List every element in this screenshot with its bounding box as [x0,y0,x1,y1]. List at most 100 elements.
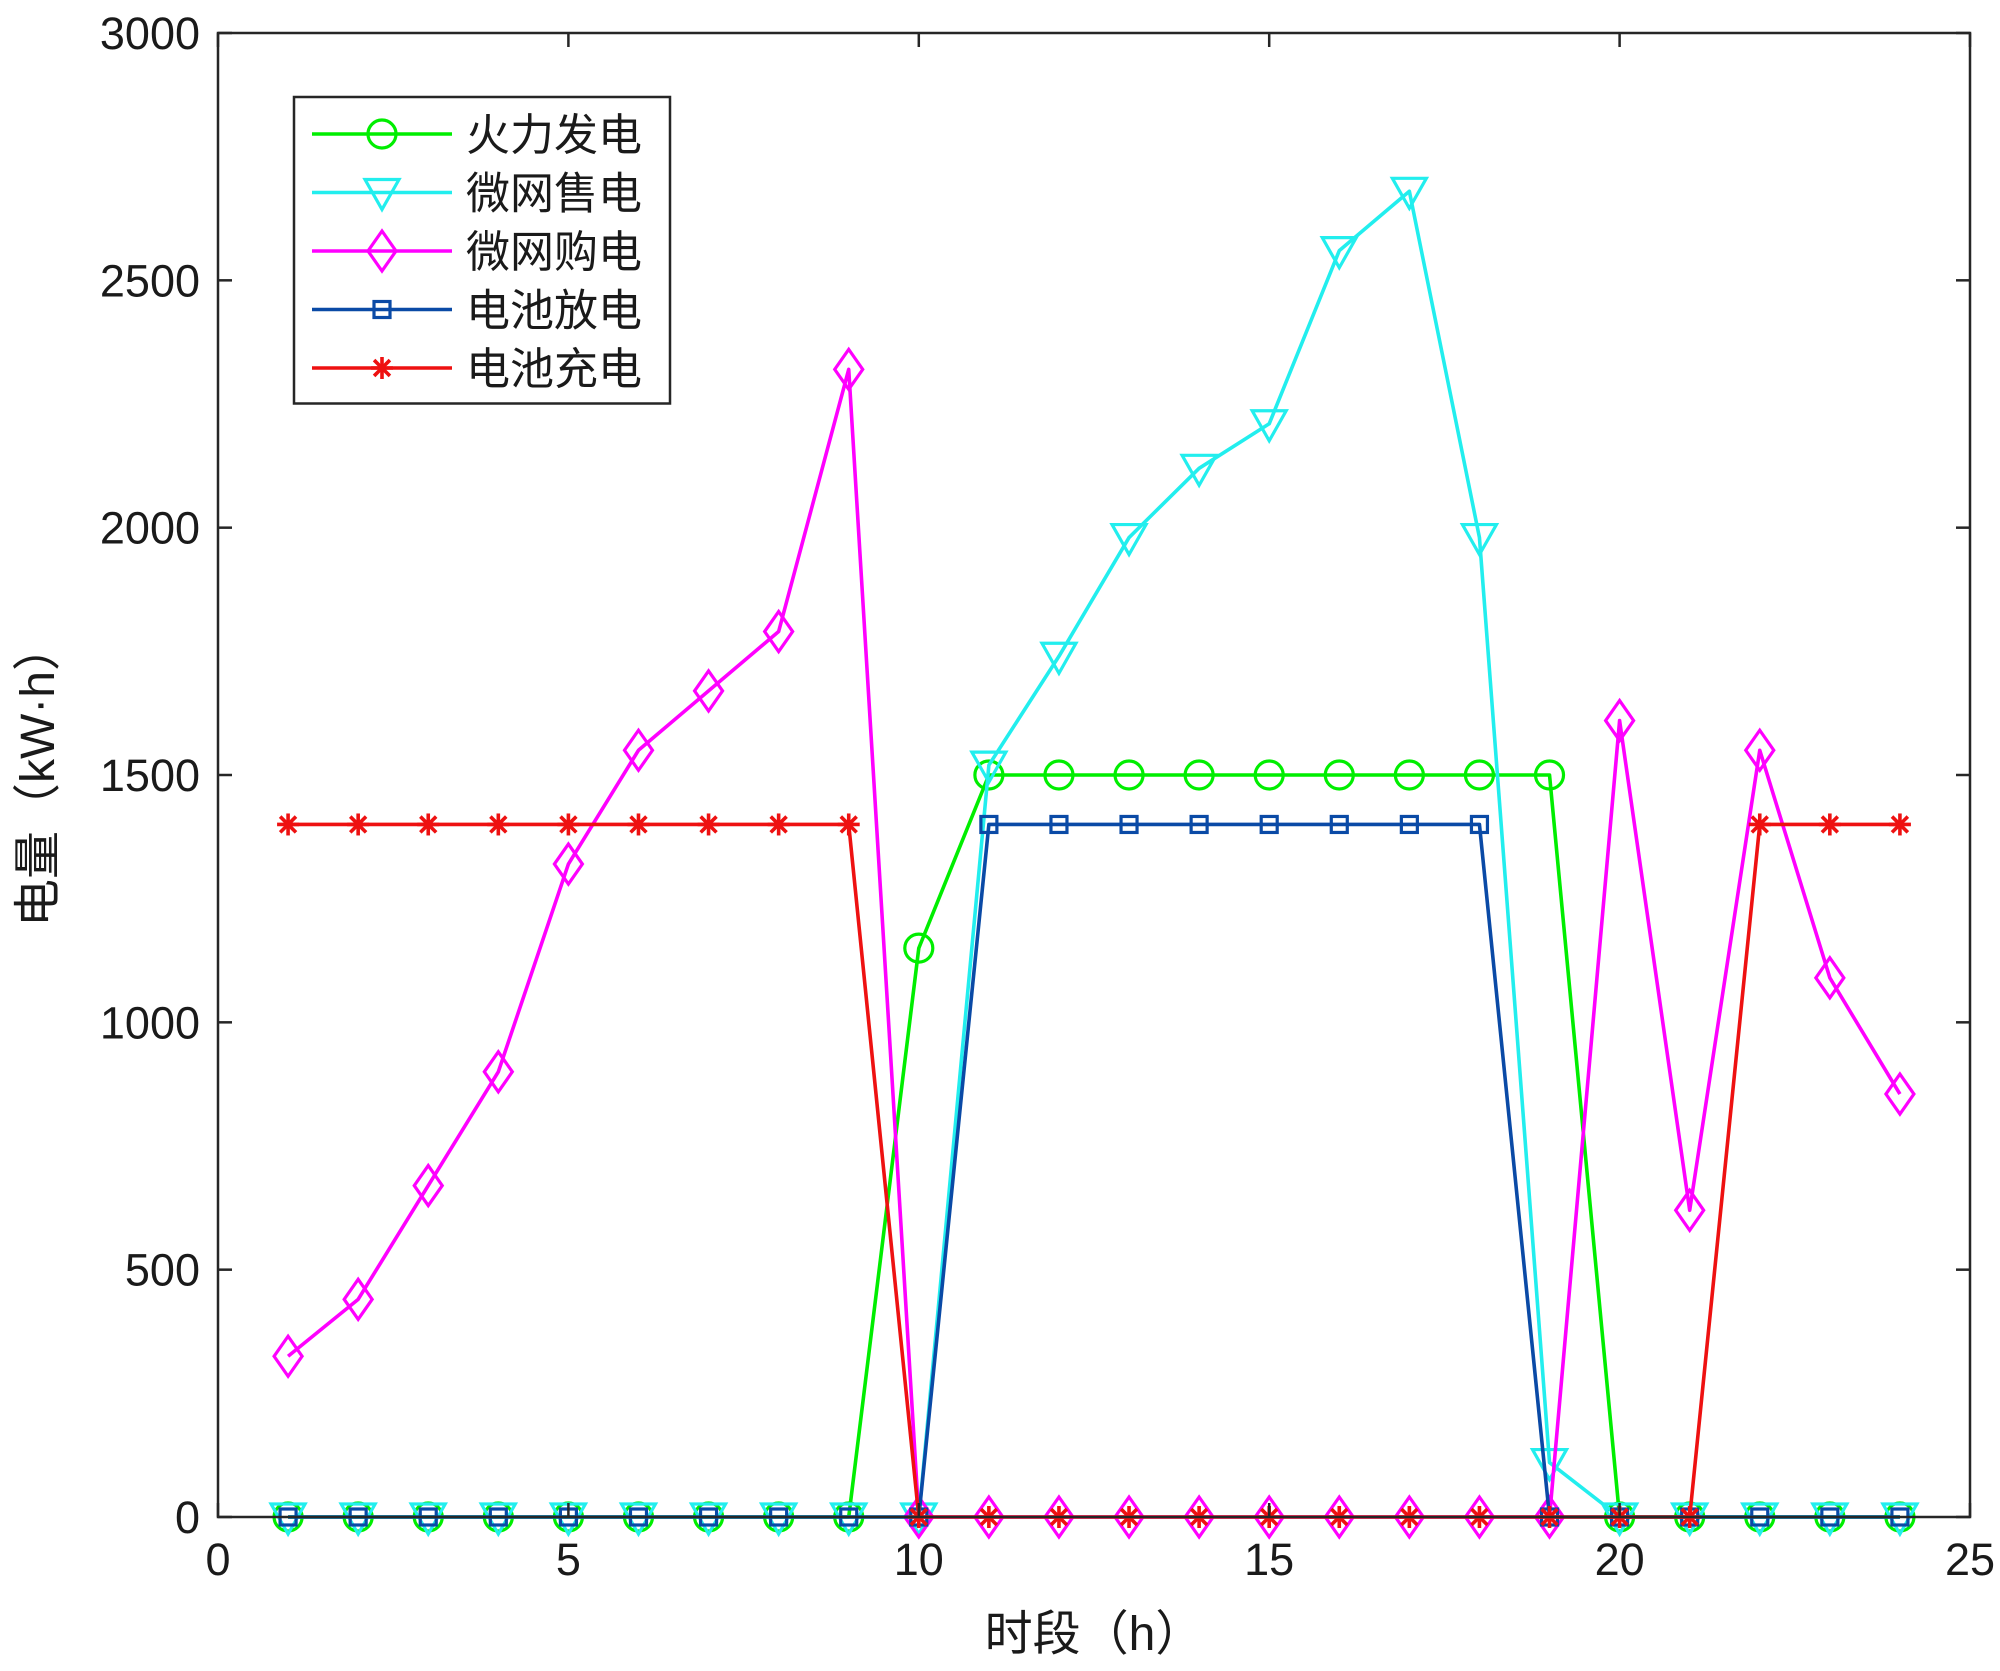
data-point [1323,1494,1356,1540]
data-point [622,727,655,774]
legend-label: 微网售电 [466,170,642,219]
data-point [1113,1494,1145,1540]
data-point [1818,813,1841,836]
data-point [767,813,790,836]
data-point [552,841,585,887]
data-point [1183,1494,1216,1540]
data-point [347,813,370,836]
data-point [277,813,300,836]
y-tick-label: 0 [175,1492,200,1543]
series-3 [272,346,1916,1540]
legend-label: 电池充电 [466,345,642,394]
x-tick-label: 10 [894,1534,944,1585]
data-point [342,1276,375,1323]
data-point [1179,453,1219,489]
legend-label: 微网购电 [466,228,642,277]
data-point [1189,814,1209,835]
data-point [1183,759,1215,791]
data-point [1039,641,1079,677]
data-point [627,813,650,836]
data-point [1113,759,1145,791]
y-tick-label: 500 [125,1245,200,1296]
data-point [979,814,999,835]
data-point [973,759,1005,791]
legend-item: 微网售电 [312,170,642,219]
data-point [1389,176,1430,212]
series-line [288,822,1900,1519]
legend-marker [366,228,398,274]
y-tick-label: 2000 [100,503,200,554]
data-point [969,750,1009,786]
axis-ticks: 0 5 10 15 20 25 0 500 1000 1500 2000 2500 3000 [100,8,1995,1585]
series-line [288,773,1900,1519]
data-point [1888,813,1911,836]
data-point [1813,955,1846,1001]
data-point [1533,759,1566,791]
data-point [1529,1447,1570,1483]
x-tick-label: 15 [1244,1534,1294,1585]
y-tick-label: 3000 [100,8,200,59]
series-5 [277,813,1911,1528]
x-tick-label: 0 [205,1534,230,1585]
data-point [1249,409,1289,445]
series-line [286,367,1902,1519]
data-point [1459,522,1500,558]
series-line [288,822,1900,1519]
x-tick-label: 25 [1945,1534,1995,1585]
data-point [1393,759,1425,791]
data-point [903,932,935,964]
series-4 [278,814,1910,1527]
data-point [482,1049,515,1095]
data-point [1673,1187,1706,1234]
legend-item: 微网购电 [312,228,642,277]
legend-marker [366,118,398,150]
data-point [697,813,720,836]
x-tick-label: 20 [1595,1534,1645,1585]
data-point [1323,759,1355,791]
data-point [272,1333,305,1380]
legend-label: 电池放电 [466,287,642,336]
data-point [1463,1494,1496,1540]
data-point [487,813,510,836]
legend-item: 电池充电 [312,345,642,394]
data-point [1603,697,1636,744]
data-point [1119,814,1139,835]
data-point [972,1494,1005,1540]
legend-item: 电池放电 [312,287,642,336]
data-point [1329,814,1349,835]
y-tick-label: 1500 [100,750,200,801]
data-point [837,813,860,836]
data-point [1399,814,1419,835]
data-point [1469,814,1490,835]
data-point [557,813,580,836]
legend-label: 火力发电 [466,111,642,160]
x-axis-title: 时段（h） [985,1608,1204,1661]
data-point [417,813,440,836]
data-point [1393,1494,1426,1540]
data-point [1049,814,1069,835]
data-point [1253,759,1285,791]
x-tick-label: 5 [556,1534,581,1585]
data-point [1319,236,1360,271]
y-tick-label: 2500 [100,255,200,306]
legend-marker [372,299,392,320]
data-point [1043,1494,1075,1540]
data-point [1043,759,1075,791]
y-tick-label: 1000 [100,997,200,1048]
legend-marker [362,177,402,213]
data-point [1883,1071,1916,1117]
data-point [832,346,865,393]
data-point [1109,522,1149,558]
data-point [1253,1494,1286,1540]
y-axis-title: 电量（kW·h） [12,623,65,927]
series-1 [272,759,1916,1533]
data-point [1463,759,1496,791]
data-point [1748,813,1771,836]
data-point [412,1162,445,1209]
data-point [1743,727,1776,774]
legend-marker [371,357,393,379]
data-point [692,668,725,714]
